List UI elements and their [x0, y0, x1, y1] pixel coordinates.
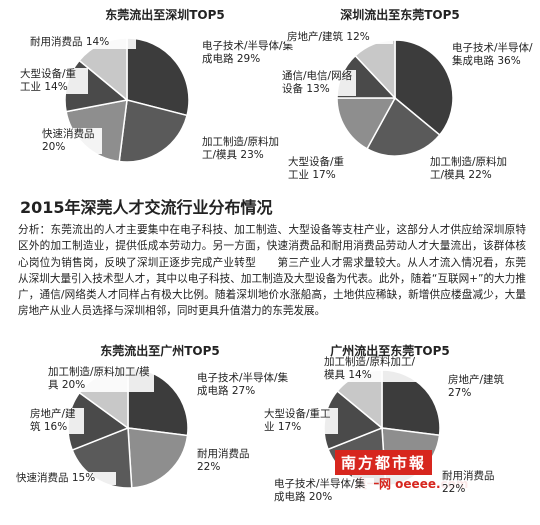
category-label: 电子技术/半导体/集成电路 — [202, 40, 294, 65]
slice-label: 电子技术/半导体/集成电路 27% — [195, 372, 291, 398]
category-label: 快速消费品 — [42, 128, 95, 140]
value-label: 16% — [43, 421, 68, 433]
value-label: 20% — [42, 141, 66, 153]
value-label: 27% — [231, 385, 256, 397]
value-label: 23% — [240, 149, 264, 161]
pie-slice — [118, 99, 188, 163]
slice-label: 加工制造/原料加工/模具 14% — [322, 356, 418, 382]
slice-label: 耐用消费品 14% — [28, 36, 136, 49]
category-label: 房地产/建筑 — [30, 408, 76, 433]
value-label: 20% — [308, 491, 333, 503]
pie-slice — [126, 37, 190, 117]
chart-title: 广州流出至东莞TOP5 — [330, 344, 450, 358]
slice-label: 电子技术/半导体/集成电路 29% — [200, 40, 302, 66]
slice-label: 快速消费品 15% — [14, 472, 116, 485]
pie-slice — [366, 96, 441, 157]
slice-label: 房地产/建筑 16% — [28, 408, 84, 434]
slice-label: 加工制造/原料加工/模具 22% — [428, 156, 514, 182]
chart-title: 深圳流出至东莞TOP5 — [340, 8, 460, 22]
category-label: 耐用消费品 — [197, 448, 250, 460]
value-label: 14% — [85, 36, 110, 48]
slice-label: 快速消费品 20% — [40, 128, 102, 154]
chart-title: 东莞流出至深圳TOP5 — [105, 8, 225, 22]
slice-label: 耐用消费品 22% — [195, 448, 259, 474]
category-label: 大型设备/重工业 — [20, 68, 77, 93]
slice-label: 电子技术/半导体/集成电路 20% — [272, 478, 374, 504]
slice-label: 房地产/建筑 27% — [446, 374, 522, 400]
category-label: 耐用消费品 — [30, 36, 83, 48]
category-label: 电子技术/半导体/集成电路 — [274, 478, 366, 503]
pie-slice — [354, 39, 396, 100]
chart-title: 东莞流出至广州TOP5 — [100, 344, 220, 358]
slice-label: 大型设备/重工业 17% — [286, 156, 356, 182]
value-label: 22% — [197, 461, 221, 473]
category-label: 大型设备/重工业 — [264, 408, 331, 433]
value-label: 27% — [448, 387, 472, 399]
pie-slice — [336, 97, 397, 150]
category-label: 房地产/建筑 — [287, 31, 344, 43]
slice-label: 通信/电信/网络设备 13% — [280, 70, 356, 96]
category-label: 加工制造/原料加工/模具 — [48, 366, 150, 391]
slice-label: 大型设备/重工业 17% — [262, 408, 338, 434]
value-label: 12% — [346, 31, 370, 43]
category-label: 加工制造/原料加工/模具 — [430, 156, 508, 181]
value-label: 17% — [312, 169, 336, 181]
pie-slice — [127, 427, 189, 489]
category-label: 加工制造/原料加工/模具 — [324, 356, 416, 381]
value-label: 14% — [348, 369, 372, 381]
category-label: 大型设备/重工业 — [288, 156, 345, 181]
slice-label: 加工制造/原料加工/模具 23% — [200, 136, 284, 162]
slice-label: 耐用消费品 22% — [440, 470, 506, 496]
category-label: 电子技术/半导体/集成电路 — [452, 42, 533, 67]
slice-label: 加工制造/原料加工/模具 20% — [46, 366, 154, 392]
value-label: 29% — [236, 53, 261, 65]
watermark-brand: 南方都市報 — [335, 450, 433, 475]
category-label: 加工制造/原料加工/模具 — [202, 136, 280, 161]
category-label: 快速消费品 — [16, 472, 69, 484]
slice-label: 电子技术/半导体/集成电路 36% — [450, 42, 540, 68]
value-label: 20% — [61, 379, 86, 391]
value-label: 17% — [277, 421, 302, 433]
value-label: 22% — [442, 483, 466, 495]
slice-label: 大型设备/重工业 14% — [18, 68, 88, 94]
category-label: 房地产/建筑 — [448, 374, 505, 386]
analysis: 分析：东莞流出的人才主要集中在电子科技、加工制造、大型设备等支柱产业，这部分人才… — [18, 224, 526, 318]
pie-slice — [394, 39, 454, 137]
category-label: 电子技术/半导体/集成电路 — [197, 372, 289, 397]
value-label: 15% — [71, 472, 96, 484]
value-label: 22% — [468, 169, 492, 181]
heading: 2015年深莞人才交流行业分布情况 — [20, 198, 273, 217]
value-label: 14% — [44, 81, 68, 93]
slice-label: 房地产/建筑 12% — [285, 31, 393, 44]
value-label: 13% — [306, 83, 330, 95]
value-label: 36% — [497, 55, 521, 67]
category-label: 通信/电信/网络设备 — [282, 70, 353, 95]
category-label: 耐用消费品 — [442, 470, 495, 482]
